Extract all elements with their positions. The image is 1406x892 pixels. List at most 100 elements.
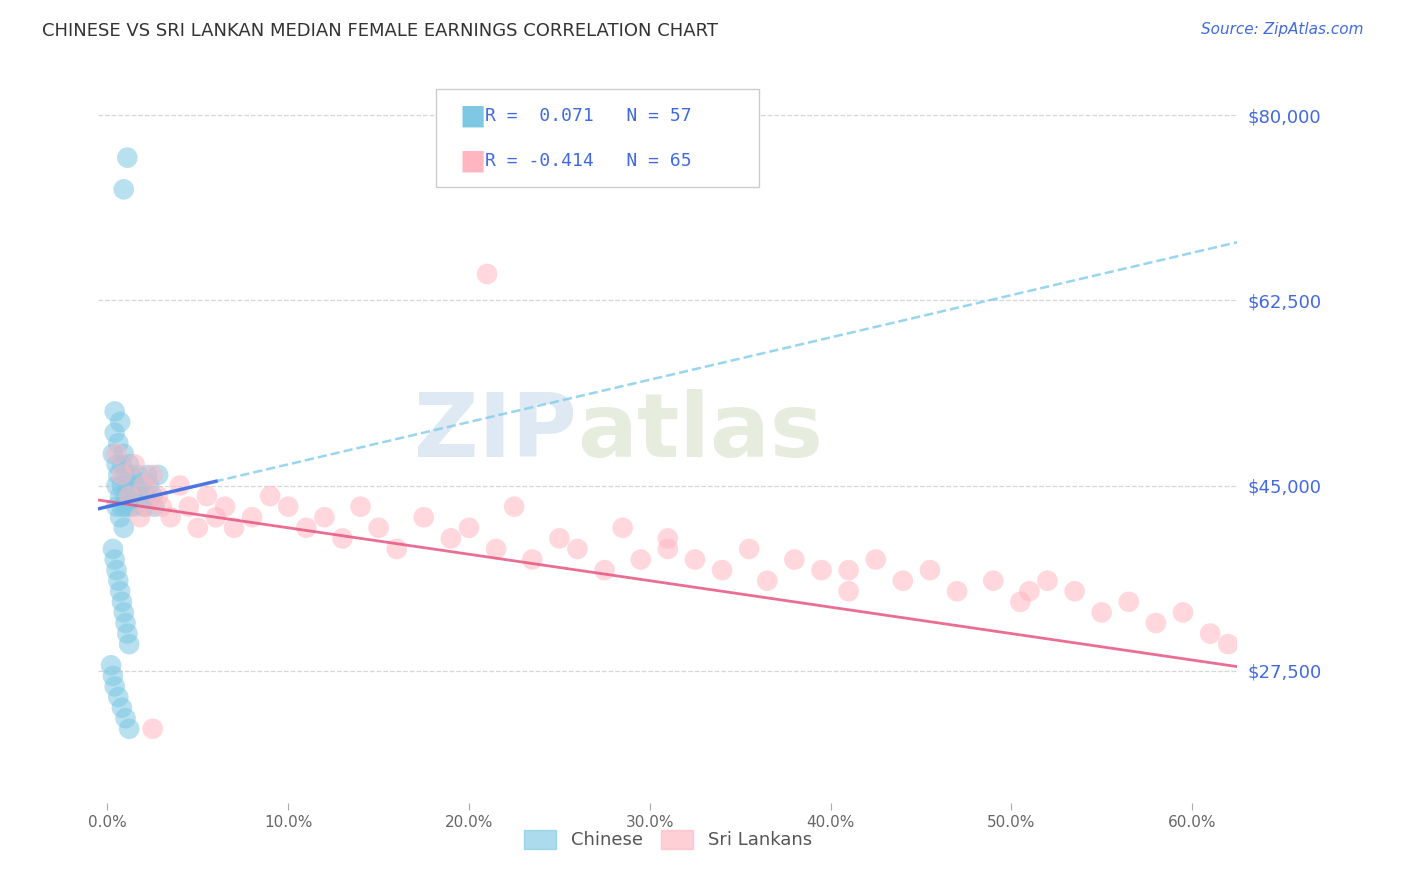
Point (332, 532, 354, 546)
Text: Source: ZipAtlas.com: Source: ZipAtlas.com (1201, 22, 1364, 37)
Point (657, 541, 679, 556)
Text: ■: ■ (460, 146, 486, 175)
Point (981, 574, 1004, 588)
Point (458, 521, 481, 535)
Point (385, 541, 408, 556)
Point (367, 521, 389, 535)
Point (104, 404, 127, 418)
Point (146, 467, 169, 482)
Point (101, 669, 124, 683)
Point (114, 615, 136, 630)
Point (711, 563, 734, 577)
Point (1171, 606, 1194, 620)
Point (683, 552, 706, 566)
Point (205, 510, 228, 524)
Point (112, 182, 135, 196)
Point (111, 595, 134, 609)
Point (104, 680, 127, 694)
Point (783, 552, 806, 566)
Point (222, 521, 245, 535)
Point (127, 467, 149, 482)
Point (104, 552, 127, 566)
Point (124, 458, 146, 472)
Point (101, 447, 124, 461)
Point (159, 510, 181, 524)
Point (120, 500, 142, 514)
Point (240, 510, 263, 524)
Point (187, 521, 209, 535)
Point (111, 478, 134, 492)
Point (125, 489, 148, 503)
Point (108, 510, 131, 524)
Point (946, 584, 969, 599)
Text: ZIP: ZIP (413, 389, 576, 476)
Point (124, 500, 146, 514)
Point (838, 563, 860, 577)
Point (117, 626, 139, 640)
Text: atlas: atlas (576, 389, 823, 476)
Point (105, 563, 128, 577)
Point (100, 658, 122, 673)
Point (114, 467, 136, 482)
Point (169, 478, 191, 492)
Point (349, 500, 371, 514)
Point (101, 541, 124, 556)
Point (118, 637, 141, 651)
Point (118, 458, 141, 472)
Point (657, 532, 679, 546)
Point (136, 467, 159, 482)
Point (440, 532, 463, 546)
Point (259, 489, 281, 503)
Point (117, 151, 139, 165)
Point (485, 541, 508, 556)
Point (132, 478, 155, 492)
Text: ■: ■ (460, 102, 486, 130)
Text: R = -0.414   N = 65: R = -0.414 N = 65 (485, 152, 692, 169)
Point (107, 690, 129, 704)
Point (107, 467, 129, 482)
Point (1091, 606, 1114, 620)
Point (918, 563, 941, 577)
Point (111, 500, 134, 514)
Point (138, 478, 160, 492)
Point (129, 489, 152, 503)
Point (567, 541, 589, 556)
Point (111, 700, 134, 714)
Point (105, 458, 128, 472)
Point (756, 574, 779, 588)
Point (1218, 637, 1240, 651)
Point (1010, 595, 1032, 609)
Point (111, 458, 134, 472)
Point (630, 552, 652, 566)
Point (810, 563, 832, 577)
Point (111, 467, 134, 482)
Point (118, 489, 141, 503)
Point (120, 467, 142, 482)
Point (612, 521, 634, 535)
Point (1018, 584, 1040, 599)
Point (1063, 584, 1085, 599)
Point (132, 500, 155, 514)
Point (1036, 574, 1059, 588)
Point (108, 489, 131, 503)
Point (114, 500, 136, 514)
Point (277, 500, 299, 514)
Point (118, 489, 141, 503)
Point (114, 489, 136, 503)
Text: R =  0.071   N = 57: R = 0.071 N = 57 (485, 107, 692, 125)
Point (105, 478, 128, 492)
Point (105, 500, 128, 514)
Point (1199, 626, 1222, 640)
Point (412, 510, 434, 524)
Point (117, 478, 139, 492)
Point (1118, 595, 1140, 609)
Point (548, 532, 571, 546)
Point (503, 500, 526, 514)
Point (134, 489, 156, 503)
Point (104, 425, 127, 440)
Point (112, 606, 135, 620)
Point (136, 500, 159, 514)
Point (865, 552, 887, 566)
Point (108, 415, 131, 429)
Point (177, 500, 200, 514)
